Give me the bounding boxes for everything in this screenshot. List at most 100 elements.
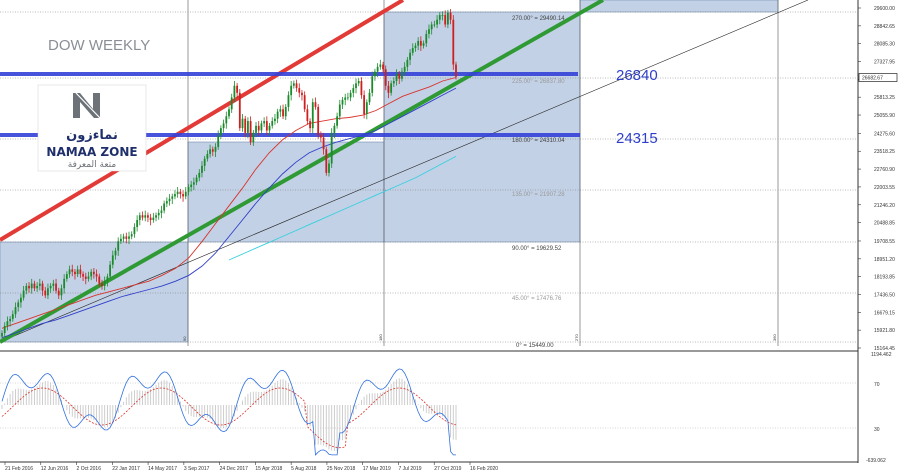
candle-body <box>441 15 444 16</box>
candle-body <box>236 85 239 93</box>
candle-body <box>17 302 20 308</box>
candle-body <box>349 92 352 98</box>
date-tick-label: 21 Feb 2016 <box>5 466 33 471</box>
price-tick-label: 25813.25 <box>874 95 895 101</box>
candle-body <box>395 73 398 82</box>
candle-body <box>401 71 403 79</box>
candle-body <box>214 146 217 152</box>
candle-body <box>368 92 371 103</box>
candle-body <box>25 285 28 291</box>
candle-body <box>109 264 111 277</box>
candle-body <box>144 215 147 218</box>
candle-body <box>379 64 382 67</box>
candle-body <box>90 271 93 277</box>
channel-upper-line <box>0 0 405 242</box>
logo-latin-name: NAMAA ZONE <box>46 145 137 159</box>
gann-label-5: 45.00° = 17476.76 <box>512 296 562 302</box>
candle-body <box>211 149 214 152</box>
candle-body <box>390 83 393 93</box>
candle-body <box>338 104 341 117</box>
candle-body <box>238 92 241 129</box>
candle-body <box>455 64 457 77</box>
oscillator-lines <box>1 368 457 456</box>
candle-body <box>260 123 263 131</box>
candle-body <box>101 283 103 286</box>
candle-body <box>355 83 357 89</box>
price-tick-label: 15921.80 <box>874 328 895 334</box>
candle-body <box>319 135 322 138</box>
candle-body <box>36 285 39 289</box>
candle-body <box>392 81 395 84</box>
candle-body <box>384 69 387 86</box>
price-tick-label: 28085.30 <box>874 42 895 48</box>
candle-body <box>425 33 428 44</box>
candle-body <box>341 99 344 105</box>
price-tick-label: 28842.65 <box>874 24 895 30</box>
candle-body <box>182 194 184 197</box>
candle-body <box>187 187 190 192</box>
osc-label-top: 1194.462 <box>871 352 892 358</box>
candle-body <box>149 217 152 220</box>
candle-body <box>176 191 179 195</box>
date-tick-label: 22 Jan 2017 <box>112 466 140 471</box>
price-tick-label: 18951.20 <box>874 257 895 263</box>
osc-label-30: 30 <box>874 427 880 433</box>
candle-body <box>82 274 84 277</box>
candle-body <box>376 66 379 72</box>
logo-arabic-name: نماءزون <box>66 128 118 143</box>
gann-label-1: 225.00° = 26837.80 <box>512 79 565 85</box>
candle-body <box>47 288 49 296</box>
gann-label-4: 90.00° = 19629.52 <box>512 246 562 252</box>
candle-body <box>336 116 338 126</box>
candle-body <box>428 29 430 34</box>
candle-body <box>317 106 320 136</box>
candle-body <box>311 102 314 129</box>
candle-body <box>333 125 336 133</box>
channel-lower-line <box>0 0 604 344</box>
candle-body <box>168 198 171 202</box>
candle-body <box>117 241 120 251</box>
price-tick-label: 22760.90 <box>874 167 895 173</box>
candle-body <box>444 15 447 25</box>
candle-body <box>111 255 114 265</box>
candle-body <box>282 109 284 117</box>
price-tick-label: 25055.90 <box>874 113 895 119</box>
price-tick-label: 17436.50 <box>874 292 895 298</box>
candle-body <box>38 283 41 286</box>
date-tick-label: 7 Jul 2019 <box>398 466 421 471</box>
candle-body <box>417 40 420 46</box>
candle-body <box>249 121 252 143</box>
moving-averages <box>1 77 457 339</box>
candle-body <box>328 163 330 173</box>
price-tick-label: 18193.85 <box>874 275 895 281</box>
candle-body <box>136 219 139 228</box>
candle-body <box>374 71 376 77</box>
gann-box-4 <box>579 0 779 13</box>
key-level-label-26840: 26840 <box>616 67 658 84</box>
candle-body <box>274 118 276 122</box>
candle-body <box>203 158 206 166</box>
candle-body <box>314 102 317 107</box>
candle-body <box>233 85 236 98</box>
candle-body <box>71 269 74 272</box>
candle-body <box>55 283 57 291</box>
candle-body <box>147 215 149 218</box>
candle-body <box>276 111 279 119</box>
candle-body <box>155 215 157 218</box>
candle-body <box>98 276 101 284</box>
candle-body <box>257 125 260 131</box>
candle-body <box>138 215 141 220</box>
candle-body <box>206 154 209 159</box>
candle-body <box>57 290 60 296</box>
candle-body <box>265 121 268 131</box>
candle-body <box>430 24 433 30</box>
date-tick-label: 25 Nov 2018 <box>327 466 356 471</box>
candle-body <box>114 250 117 256</box>
candle-body <box>403 66 406 72</box>
candle-body <box>79 269 82 275</box>
candle-body <box>222 123 225 129</box>
candle-body <box>422 43 425 46</box>
date-tick-label: 12 Jun 2016 <box>41 466 69 471</box>
date-tick-label: 17 Mar 2019 <box>363 466 391 471</box>
gann-boxes <box>0 0 779 343</box>
